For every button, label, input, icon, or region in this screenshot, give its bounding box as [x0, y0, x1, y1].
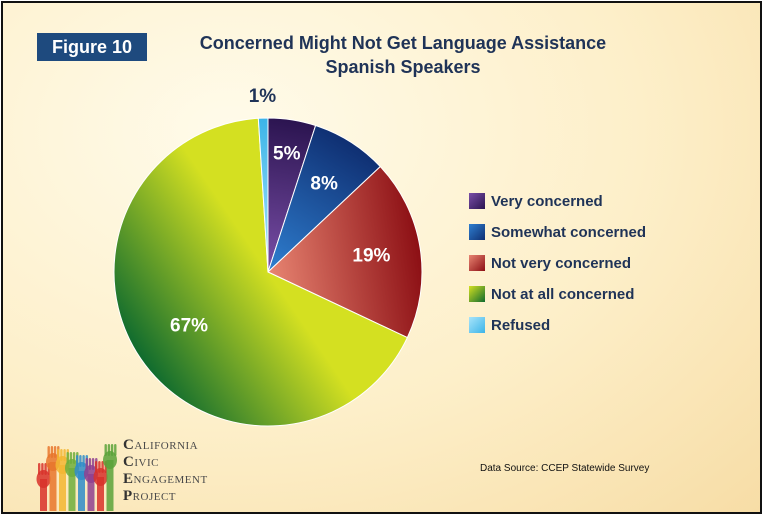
data-label-not-very-concerned: 19% — [352, 246, 390, 267]
legend-swatch — [469, 317, 485, 333]
pie-slice-not-very-concerned — [267, 165, 423, 339]
chart-title-block: Concerned Might Not Get Language Assista… — [153, 31, 653, 79]
legend-item-refused: Refused — [469, 315, 646, 335]
logo-text-line: ENGAGEMENT — [123, 471, 208, 487]
legend-swatch — [469, 224, 485, 240]
legend-swatch — [469, 286, 485, 302]
data-source: Data Source: CCEP Statewide Survey — [480, 463, 650, 474]
legend-item-somewhat-concerned: Somewhat concerned — [469, 222, 646, 242]
raised-hands-logo-icon — [36, 444, 117, 518]
legend-label: Not at all concerned — [491, 285, 635, 303]
data-label-refused: 1% — [249, 86, 277, 107]
legend-swatch — [469, 255, 485, 271]
data-label-somewhat-concerned: 8% — [310, 174, 338, 195]
legend-item-not-at-all-concerned: Not at all concerned — [469, 284, 646, 304]
legend-swatch — [469, 193, 485, 209]
legend-item-not-very-concerned: Not very concerned — [469, 253, 646, 273]
logo-text-line: PROJECT — [123, 488, 177, 504]
legend-label: Refused — [491, 316, 551, 334]
chart-subtitle: Spanish Speakers — [325, 57, 481, 77]
chart-title: Concerned Might Not Get Language Assista… — [199, 33, 607, 53]
chart-legend: Very concerned Somewhat concerned Not very… — [469, 191, 646, 346]
pie-slice-not-at-all-concerned — [113, 117, 409, 427]
ccep-logo: CALIFORNIA CIVIC ENGAGEMENT PROJECT — [31, 431, 261, 518]
data-label-not-at-all-concerned: 67% — [170, 316, 208, 337]
logo-text-line: CALIFORNIA — [123, 437, 199, 453]
hand-icon — [103, 444, 117, 518]
legend-label: Not very concerned — [491, 254, 632, 272]
hand-icon — [93, 461, 108, 518]
figure-label: Figure 10 — [37, 33, 147, 61]
legend-item-very-concerned: Very concerned — [469, 191, 646, 211]
pie-slice-refused — [257, 117, 269, 273]
legend-label: Somewhat concerned — [491, 223, 647, 241]
legend-label: Very concerned — [491, 192, 603, 210]
logo-text: CALIFORNIA CIVIC ENGAGEMENT PROJECT — [123, 437, 208, 505]
logo-text-line: CIVIC — [123, 454, 159, 470]
data-label-very-concerned: 5% — [273, 143, 301, 164]
